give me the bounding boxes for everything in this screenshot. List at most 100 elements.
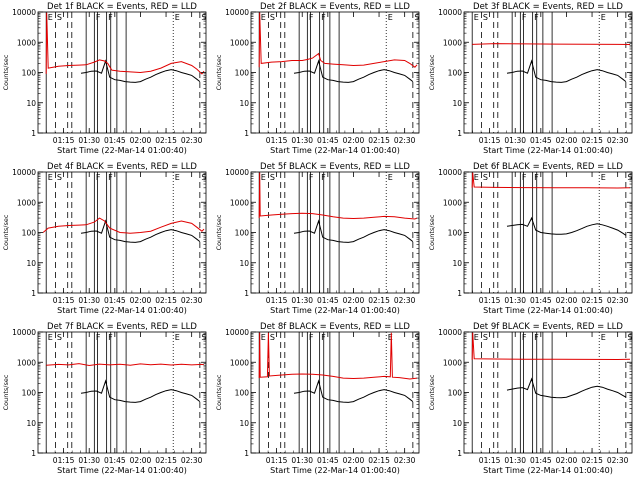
lld-series-line	[471, 332, 631, 361]
x-tick-label: 02:00	[556, 456, 578, 465]
event-marker-label: S	[483, 333, 488, 342]
event-marker-label: F	[96, 13, 101, 22]
x-tick-label: 02:30	[394, 456, 416, 465]
detector-chart: Det 7f BLACK = Events, RED = LLDESFFES11…	[2, 322, 206, 475]
x-tick-label: 01:30	[504, 296, 526, 305]
detector-chart: Det 8f BLACK = Events, RED = LLDESFFES11…	[215, 322, 419, 475]
y-tick-label: 10000	[12, 8, 36, 17]
detector-panel: Det 8f BLACK = Events, RED = LLDESFFES11…	[213, 320, 426, 480]
x-axis-label: Start Time (22-Mar-14 01:00:40)	[483, 466, 613, 475]
event-marker-label: E	[474, 13, 479, 22]
x-tick-label: 01:45	[530, 296, 552, 305]
chart-title: Det 1f BLACK = Events, RED = LLD	[47, 2, 197, 12]
x-tick-label: 02:15	[368, 136, 390, 145]
y-tick-label: 1	[244, 449, 249, 458]
event-marker-label: E	[261, 13, 266, 22]
y-tick-label: 100	[22, 69, 37, 78]
event-marker-label: F	[96, 333, 101, 342]
x-tick-label: 02:15	[368, 456, 390, 465]
event-marker-label: S	[270, 13, 275, 22]
y-tick-label: 1	[244, 289, 249, 298]
x-tick-label: 02:30	[394, 136, 416, 145]
y-tick-label: 1000	[443, 358, 462, 367]
x-axis-label: Start Time (22-Mar-14 01:00:40)	[270, 306, 400, 315]
event-marker-label: E	[48, 333, 53, 342]
y-tick-label: 1	[457, 129, 462, 138]
event-marker-label: S	[627, 173, 632, 182]
detector-panel: Det 6f BLACK = Events, RED = LLDESFFES11…	[426, 160, 639, 320]
y-tick-label: 10000	[225, 168, 249, 177]
y-tick-label: 10000	[12, 328, 36, 337]
y-tick-label: 100	[448, 389, 463, 398]
y-tick-label: 100	[22, 229, 37, 238]
chart-title: Det 6f BLACK = Events, RED = LLD	[473, 162, 623, 172]
x-axis-label: Start Time (22-Mar-14 01:00:40)	[483, 146, 613, 155]
lld-series-line	[258, 12, 418, 68]
events-series-line	[506, 59, 627, 83]
detector-chart: Det 9f BLACK = Events, RED = LLDESFFES11…	[428, 322, 633, 475]
event-marker-label: S	[414, 13, 419, 22]
x-tick-label: 01:15	[479, 296, 501, 305]
y-tick-label: 100	[235, 229, 250, 238]
event-marker-label: E	[261, 173, 266, 182]
chart-title: Det 8f BLACK = Events, RED = LLD	[260, 322, 410, 332]
x-tick-label: 01:45	[530, 136, 552, 145]
x-tick-label: 01:30	[291, 296, 313, 305]
lld-series-line	[258, 332, 418, 380]
events-series-line	[293, 219, 414, 243]
x-axis-label: Start Time (22-Mar-14 01:00:40)	[57, 306, 187, 315]
detector-chart: Det 5f BLACK = Events, RED = LLDESFFES11…	[215, 162, 419, 315]
y-tick-label: 1000	[17, 358, 36, 367]
y-axis-label: Counts/sec	[428, 214, 436, 250]
lld-series-line	[46, 363, 205, 367]
event-marker-label: E	[601, 333, 606, 342]
y-tick-label: 1000	[230, 38, 249, 47]
y-tick-label: 10	[26, 259, 36, 268]
detector-panel: Det 1f BLACK = Events, RED = LLDESFFES11…	[0, 0, 213, 160]
lld-series-line	[258, 172, 418, 220]
plot-frame	[463, 331, 633, 454]
events-series-line	[80, 379, 201, 403]
event-marker-label: E	[601, 173, 606, 182]
chart-title: Det 5f BLACK = Events, RED = LLD	[260, 162, 410, 172]
y-tick-label: 1000	[17, 198, 36, 207]
x-tick-label: 01:15	[266, 296, 288, 305]
x-tick-label: 02:15	[155, 296, 177, 305]
x-tick-label: 01:30	[291, 456, 313, 465]
y-tick-label: 10	[239, 99, 249, 108]
y-axis-label: Counts/sec	[428, 374, 436, 410]
x-tick-label: 02:00	[343, 136, 365, 145]
x-tick-label: 02:15	[368, 296, 390, 305]
event-marker-label: F	[309, 173, 314, 182]
x-tick-label: 02:30	[394, 296, 416, 305]
y-tick-label: 10000	[438, 328, 462, 337]
x-tick-label: 01:30	[504, 456, 526, 465]
event-marker-label: F	[522, 173, 527, 182]
x-tick-label: 01:45	[104, 296, 126, 305]
plot-frame	[463, 171, 633, 294]
x-tick-label: 01:30	[78, 456, 100, 465]
x-axis-label: Start Time (22-Mar-14 01:00:40)	[57, 466, 187, 475]
event-marker-label: S	[201, 173, 206, 182]
x-tick-label: 02:30	[181, 456, 203, 465]
detector-chart: Det 3f BLACK = Events, RED = LLDESFFES11…	[428, 2, 632, 155]
event-marker-label: S	[414, 333, 419, 342]
events-series-line	[293, 379, 414, 403]
x-tick-label: 01:30	[78, 136, 100, 145]
event-marker-label: E	[48, 173, 53, 182]
event-marker-label: S	[270, 333, 275, 342]
y-axis-label: Counts/sec	[215, 54, 223, 90]
y-tick-label: 10	[239, 259, 249, 268]
event-marker-label: E	[474, 173, 479, 182]
x-tick-label: 02:30	[181, 296, 203, 305]
x-tick-label: 02:00	[130, 136, 152, 145]
x-tick-label: 02:00	[556, 136, 578, 145]
x-axis-label: Start Time (22-Mar-14 01:00:40)	[270, 146, 400, 155]
y-tick-label: 1	[457, 449, 462, 458]
y-tick-label: 10000	[438, 8, 462, 17]
event-marker-label: S	[201, 333, 206, 342]
chart-title: Det 7f BLACK = Events, RED = LLD	[47, 322, 197, 332]
events-series-line	[80, 59, 201, 83]
event-marker-label: E	[261, 333, 266, 342]
